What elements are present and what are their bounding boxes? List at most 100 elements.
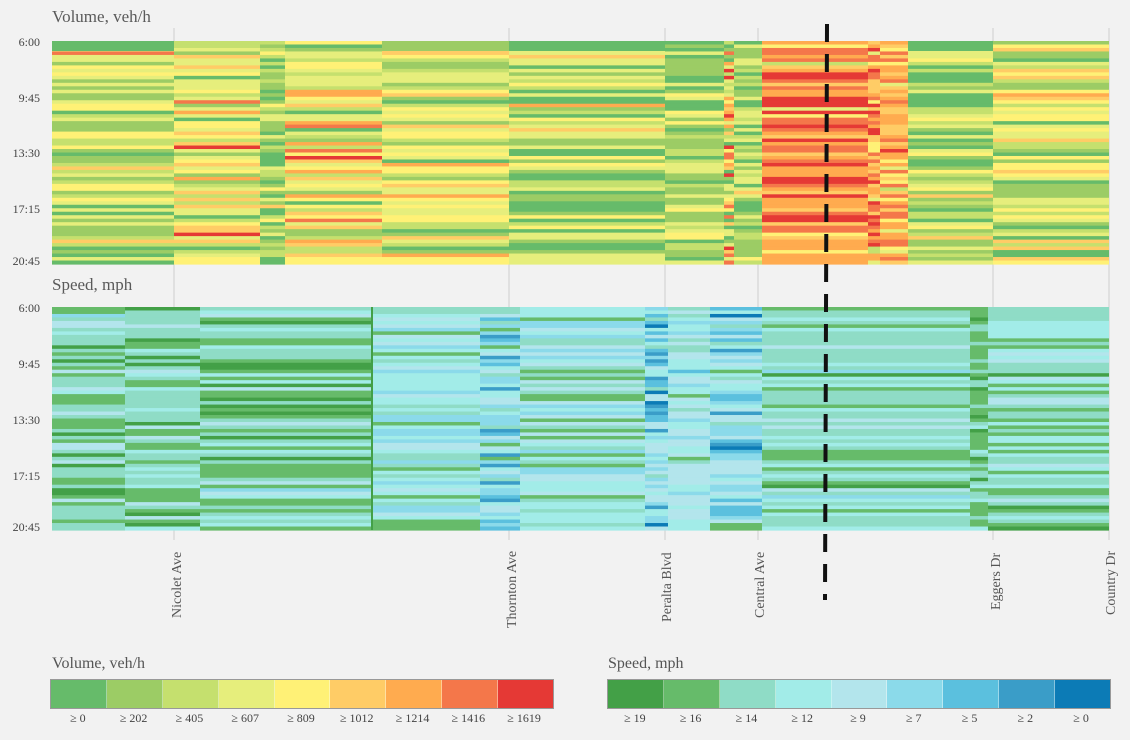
speed-cell — [988, 456, 1109, 461]
speed-cell — [125, 421, 200, 427]
volume-cell — [260, 246, 285, 251]
speed-cell — [520, 327, 645, 332]
speed-cell — [200, 526, 372, 531]
speed-cell — [520, 421, 645, 427]
volume-cell — [260, 218, 285, 223]
volume-cell — [174, 211, 260, 216]
speed-cell — [200, 428, 372, 434]
volume-cell — [174, 117, 260, 122]
speed-cell — [710, 341, 762, 346]
volume-cell — [285, 152, 382, 157]
speed-cell — [520, 474, 645, 479]
speed-cell — [970, 498, 988, 503]
speed-cell — [520, 512, 645, 517]
speed-cell — [480, 348, 520, 353]
volume-cell — [174, 243, 260, 248]
volume-cell — [868, 190, 880, 195]
speed-cell — [200, 307, 372, 312]
volume-cell — [174, 114, 260, 119]
speed-cell — [668, 421, 710, 427]
volume-cell — [724, 218, 734, 223]
speed-cell — [970, 467, 988, 472]
speed-cell — [520, 446, 645, 451]
volume-cell — [908, 54, 993, 60]
speed-cell — [480, 369, 520, 374]
speed-cell — [480, 411, 520, 416]
volume-cell — [993, 155, 1109, 161]
volume-cell — [908, 201, 993, 206]
speed-cell — [668, 359, 710, 364]
volume-cell — [868, 61, 880, 66]
volume-cell — [724, 229, 734, 234]
speed-cell — [200, 467, 372, 472]
speed-cell — [520, 341, 645, 346]
speed-cell — [988, 439, 1109, 444]
volume-cell — [382, 121, 509, 126]
volume-cell — [908, 243, 993, 248]
volume-cell — [762, 187, 868, 192]
volume-cell — [880, 215, 908, 220]
speed-cell — [372, 401, 480, 406]
volume-cell — [509, 75, 665, 80]
volume-cell — [724, 72, 734, 77]
volume-cell — [868, 208, 880, 213]
speed-cell — [645, 519, 668, 524]
volume-cell — [174, 232, 260, 237]
speed-cell — [645, 470, 668, 475]
volume-cell — [260, 47, 285, 53]
speed-cell — [125, 369, 200, 374]
volume-cell — [993, 173, 1109, 178]
volume-cell — [260, 229, 285, 234]
speed-cell — [645, 366, 668, 371]
speed-cell — [125, 460, 200, 465]
volume-cell — [868, 232, 880, 237]
volume-cell — [762, 155, 868, 161]
speed-cell — [480, 418, 520, 423]
speed-cell — [645, 512, 668, 517]
volume-cell — [868, 124, 880, 129]
volume-cell — [52, 86, 174, 91]
speed-cell — [970, 516, 988, 521]
speed-cell — [52, 481, 125, 486]
speed-cell — [52, 425, 125, 430]
speed-cell — [52, 324, 125, 329]
volume-cell — [993, 145, 1109, 150]
speed-cell — [200, 390, 372, 395]
volume-cell — [993, 243, 1109, 248]
speed-cell — [710, 491, 762, 496]
speed-cell — [710, 376, 762, 381]
speed-cell — [520, 338, 645, 343]
volume-cell — [993, 218, 1109, 223]
speed-cell — [645, 509, 668, 514]
volume-cell — [908, 232, 993, 237]
volume-cell — [260, 260, 285, 265]
volume-cell — [762, 190, 868, 195]
speed-cell — [520, 373, 645, 378]
speed-cell — [372, 380, 480, 385]
speed-cell — [970, 313, 988, 319]
volume-cell — [993, 166, 1109, 171]
speed-cell — [645, 317, 668, 322]
volume-cell — [285, 110, 382, 115]
street-label-country: Country Dr — [1104, 550, 1119, 615]
speed-cell — [200, 338, 372, 343]
speed-cell — [52, 502, 125, 507]
speed-cell — [125, 355, 200, 360]
speed-cell — [988, 505, 1109, 510]
volume-cell — [174, 194, 260, 199]
volume-cell — [868, 183, 880, 188]
speed-cell — [668, 435, 710, 441]
speed-cell — [988, 435, 1109, 441]
speed-cell — [970, 519, 988, 524]
volume-cell — [908, 114, 993, 119]
speed-cell — [710, 439, 762, 444]
speed-cell — [520, 352, 645, 357]
speed-cell — [125, 516, 200, 521]
volume-cell — [993, 82, 1109, 87]
volume-cell — [52, 65, 174, 70]
volume-cell — [868, 250, 880, 255]
volume-cell — [868, 187, 880, 192]
volume-cell — [908, 250, 993, 255]
volume-cell — [665, 82, 724, 87]
volume-cell — [665, 204, 724, 209]
